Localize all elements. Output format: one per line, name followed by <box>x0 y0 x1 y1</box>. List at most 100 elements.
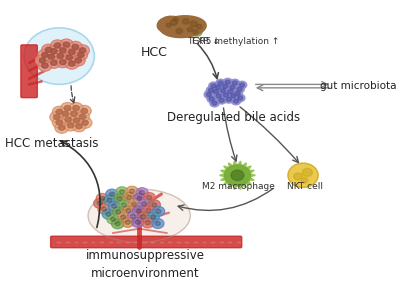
Circle shape <box>207 95 216 103</box>
Circle shape <box>76 45 89 56</box>
Circle shape <box>117 212 129 222</box>
Circle shape <box>204 91 214 98</box>
FancyBboxPatch shape <box>51 236 242 248</box>
Circle shape <box>54 43 61 48</box>
Circle shape <box>206 86 216 94</box>
Circle shape <box>68 123 74 128</box>
Circle shape <box>125 220 130 224</box>
Circle shape <box>68 41 82 52</box>
Circle shape <box>232 81 238 85</box>
Circle shape <box>106 212 111 216</box>
Circle shape <box>228 84 237 91</box>
Circle shape <box>228 92 238 100</box>
Circle shape <box>151 215 156 219</box>
Circle shape <box>118 200 130 210</box>
Circle shape <box>302 168 312 176</box>
Circle shape <box>68 61 75 66</box>
Circle shape <box>148 200 160 210</box>
Circle shape <box>54 50 67 61</box>
Circle shape <box>142 206 155 216</box>
Text: FXR ↓: FXR ↓ <box>192 37 220 46</box>
Circle shape <box>79 48 86 53</box>
Circle shape <box>147 195 152 200</box>
Circle shape <box>96 193 108 203</box>
Circle shape <box>136 188 148 197</box>
Circle shape <box>50 112 64 122</box>
Text: NKT cell: NKT cell <box>287 182 323 191</box>
Text: immunosuppressive
microenvironment: immunosuppressive microenvironment <box>86 249 205 280</box>
Circle shape <box>218 81 223 85</box>
Circle shape <box>67 108 81 119</box>
Circle shape <box>132 218 144 227</box>
Text: TGR5 methylation ↑: TGR5 methylation ↑ <box>187 37 279 46</box>
Circle shape <box>116 210 121 214</box>
Circle shape <box>228 90 233 94</box>
Circle shape <box>36 55 49 66</box>
Circle shape <box>60 48 66 53</box>
Ellipse shape <box>160 16 206 38</box>
Circle shape <box>231 94 236 98</box>
Circle shape <box>126 209 131 213</box>
Circle shape <box>214 90 218 94</box>
Circle shape <box>48 54 54 59</box>
Circle shape <box>210 99 219 107</box>
Circle shape <box>55 122 68 133</box>
Circle shape <box>235 86 244 93</box>
Circle shape <box>38 60 52 71</box>
Circle shape <box>44 51 58 62</box>
Circle shape <box>62 111 68 116</box>
Circle shape <box>120 190 124 194</box>
Circle shape <box>135 220 140 224</box>
Circle shape <box>230 79 240 87</box>
Circle shape <box>294 173 302 180</box>
Circle shape <box>220 83 230 90</box>
Circle shape <box>216 94 221 98</box>
Circle shape <box>71 111 77 116</box>
Circle shape <box>56 109 62 115</box>
Circle shape <box>223 78 232 86</box>
Circle shape <box>120 215 126 219</box>
Circle shape <box>78 52 84 57</box>
Ellipse shape <box>157 16 182 33</box>
Circle shape <box>62 52 76 63</box>
Circle shape <box>107 198 112 202</box>
Circle shape <box>57 53 64 58</box>
Circle shape <box>193 30 198 34</box>
Text: M2 macrophage: M2 macrophage <box>202 182 275 191</box>
Circle shape <box>170 19 178 25</box>
Circle shape <box>66 55 72 60</box>
Circle shape <box>61 114 75 125</box>
Ellipse shape <box>88 189 190 242</box>
Circle shape <box>64 106 71 111</box>
Circle shape <box>223 84 228 88</box>
Circle shape <box>206 93 211 97</box>
Circle shape <box>288 163 318 187</box>
Circle shape <box>173 17 178 21</box>
Circle shape <box>238 96 243 100</box>
Circle shape <box>107 214 119 224</box>
Circle shape <box>214 92 224 100</box>
Circle shape <box>58 125 65 130</box>
Circle shape <box>216 79 225 87</box>
Circle shape <box>301 177 308 183</box>
Circle shape <box>42 44 55 55</box>
Circle shape <box>231 97 241 105</box>
Circle shape <box>132 202 137 206</box>
Circle shape <box>147 212 159 222</box>
Circle shape <box>238 81 247 89</box>
Circle shape <box>219 98 224 102</box>
Circle shape <box>79 114 86 119</box>
Circle shape <box>240 83 245 87</box>
Circle shape <box>127 212 139 222</box>
Circle shape <box>76 124 82 129</box>
Circle shape <box>82 120 88 125</box>
Circle shape <box>234 99 238 103</box>
Circle shape <box>214 84 223 91</box>
Polygon shape <box>220 161 255 190</box>
Circle shape <box>187 27 193 32</box>
Circle shape <box>72 121 86 132</box>
Circle shape <box>237 87 242 91</box>
Circle shape <box>115 222 120 226</box>
Circle shape <box>217 97 226 104</box>
Circle shape <box>218 87 228 95</box>
